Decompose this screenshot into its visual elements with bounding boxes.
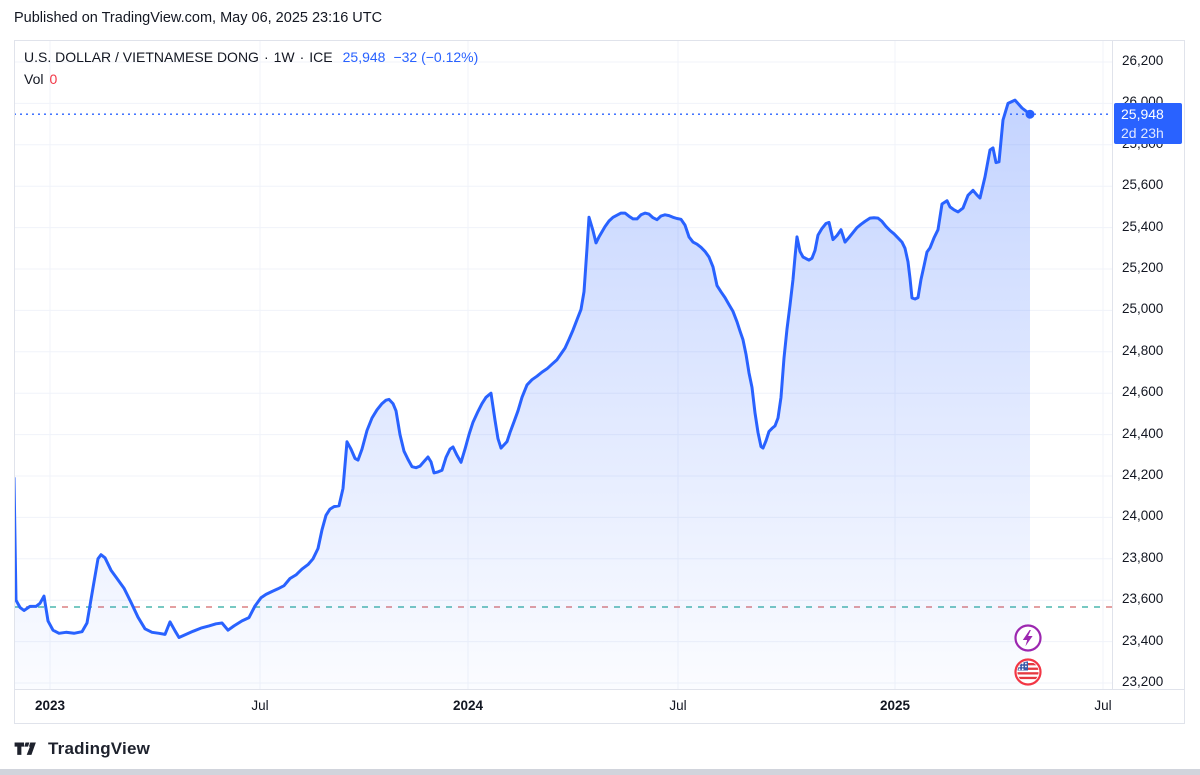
time-tick-label: 2023 (34, 698, 66, 713)
symbol-title: U.S. DOLLAR / VIETNAMESE DONG (24, 49, 259, 65)
price-tick-label: 25,200 (1122, 260, 1164, 275)
time-tick-label: 2025 (879, 698, 911, 713)
legend-symbol-row: U.S. DOLLAR / VIETNAMESE DONG · 1W · ICE 25,9… (24, 47, 478, 67)
price-tick-label: 23,400 (1122, 633, 1164, 648)
time-tick-label: Jul (1094, 698, 1112, 713)
separator: · (263, 49, 269, 65)
economic-event-button[interactable] (1013, 623, 1043, 653)
lightning-icon (1014, 624, 1042, 652)
series-layer (14, 98, 1032, 689)
last-price-marker (1025, 109, 1035, 119)
footer: TradingView (14, 739, 150, 759)
price-tick-label: 24,000 (1122, 508, 1164, 523)
exchange-label: ICE (309, 49, 333, 65)
badge-price: 25,948 (1121, 106, 1164, 122)
overlay-layer (14, 109, 1112, 119)
legend: U.S. DOLLAR / VIETNAMESE DONG · 1W · ICE 25,9… (24, 47, 478, 89)
separator: · (299, 49, 305, 65)
price-tick-label: 23,800 (1122, 550, 1164, 565)
price-tick-label: 23,600 (1122, 591, 1164, 606)
volume-value: 0 (49, 71, 58, 87)
price-tick-label: 26,200 (1122, 53, 1164, 68)
legend-volume-row: Vol 0 (24, 69, 478, 89)
last-price-badge: 25,948 2d 23h (1114, 103, 1182, 144)
badge-countdown: 2d 23h (1121, 125, 1164, 141)
tradingview-logo-link[interactable]: TradingView (14, 739, 150, 759)
price-tick-label: 24,600 (1122, 384, 1164, 399)
last-price-text: 25,948 (342, 49, 386, 65)
bottom-strip (0, 769, 1200, 775)
price-tick-label: 25,000 (1122, 301, 1164, 316)
price-tick-label: 24,800 (1122, 343, 1164, 358)
price-change-text: −32 (−0.12%) (393, 49, 479, 65)
time-scale[interactable] (14, 689, 1185, 724)
us-flag-icon (1014, 658, 1042, 686)
series-line (14, 98, 1032, 639)
interval-label: 1W (273, 49, 295, 65)
price-tick-label: 25,600 (1122, 177, 1164, 192)
price-tick-label: 25,400 (1122, 219, 1164, 234)
series-area (14, 100, 1030, 689)
time-tick-label: Jul (251, 698, 269, 713)
volume-label: Vol (24, 71, 44, 87)
price-tick-label: 23,200 (1122, 674, 1164, 689)
time-tick-label: 2024 (452, 698, 484, 713)
tradingview-brand-text: TradingView (48, 739, 151, 758)
tradingview-logo-icon (14, 742, 36, 755)
time-tick-label: Jul (669, 698, 687, 713)
us-economy-event-button[interactable] (1013, 657, 1043, 687)
published-bar: Published on TradingView.com, May 06, 20… (14, 10, 383, 26)
price-tick-label: 24,200 (1122, 467, 1164, 482)
price-tick-label: 24,400 (1122, 426, 1164, 441)
price-scale[interactable] (1112, 40, 1185, 689)
